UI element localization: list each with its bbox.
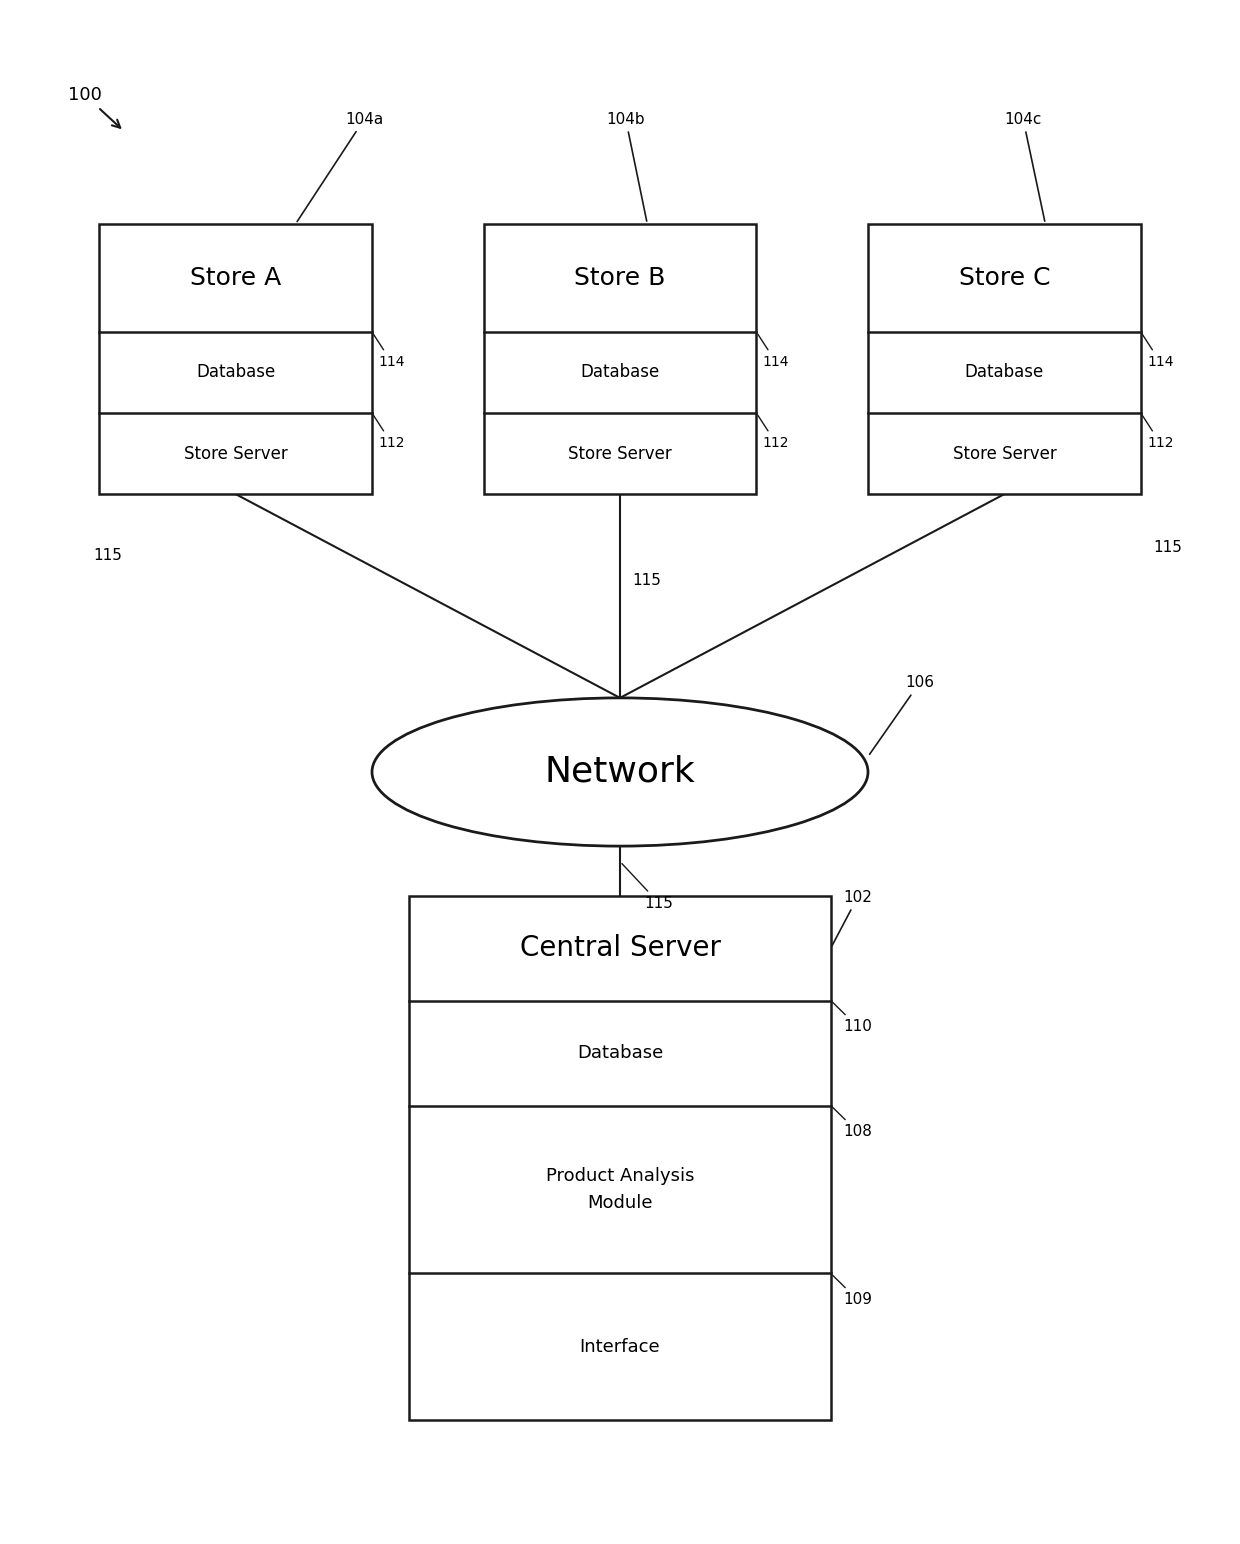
Text: Database: Database	[577, 1044, 663, 1062]
Text: 115: 115	[93, 548, 122, 564]
Text: 109: 109	[833, 1275, 872, 1308]
Text: 106: 106	[869, 675, 934, 755]
Text: Network: Network	[544, 755, 696, 789]
Text: Store B: Store B	[574, 266, 666, 290]
Text: Database: Database	[580, 363, 660, 381]
Text: 100: 100	[68, 86, 120, 128]
Text: 114: 114	[373, 335, 404, 369]
Text: Database: Database	[965, 363, 1044, 381]
Text: 104b: 104b	[606, 111, 647, 221]
Text: 102: 102	[832, 889, 872, 945]
Text: 112: 112	[758, 415, 789, 449]
Text: 112: 112	[373, 415, 404, 449]
Bar	[868, 224, 1141, 494]
Text: Central Server: Central Server	[520, 934, 720, 962]
Bar	[409, 896, 831, 1420]
Bar	[99, 224, 372, 494]
Text: Store Server: Store Server	[952, 445, 1056, 463]
Text: 108: 108	[833, 1107, 872, 1139]
Text: 112: 112	[1142, 415, 1173, 449]
Text: Store A: Store A	[190, 266, 281, 290]
Text: Interface: Interface	[579, 1339, 661, 1356]
Text: 104a: 104a	[298, 111, 383, 221]
Bar	[484, 224, 756, 494]
Ellipse shape	[372, 698, 868, 846]
Text: 114: 114	[1142, 335, 1173, 369]
Text: 110: 110	[833, 1002, 872, 1034]
Text: 115: 115	[622, 863, 673, 911]
Text: 114: 114	[758, 335, 789, 369]
Text: Store Server: Store Server	[568, 445, 672, 463]
Text: Store Server: Store Server	[184, 445, 288, 463]
Text: Store C: Store C	[959, 266, 1050, 290]
Text: Product Analysis
Module: Product Analysis Module	[546, 1167, 694, 1212]
Text: Database: Database	[196, 363, 275, 381]
Text: 104c: 104c	[1004, 111, 1045, 221]
Text: 115: 115	[632, 573, 661, 588]
Text: 115: 115	[1153, 540, 1182, 556]
